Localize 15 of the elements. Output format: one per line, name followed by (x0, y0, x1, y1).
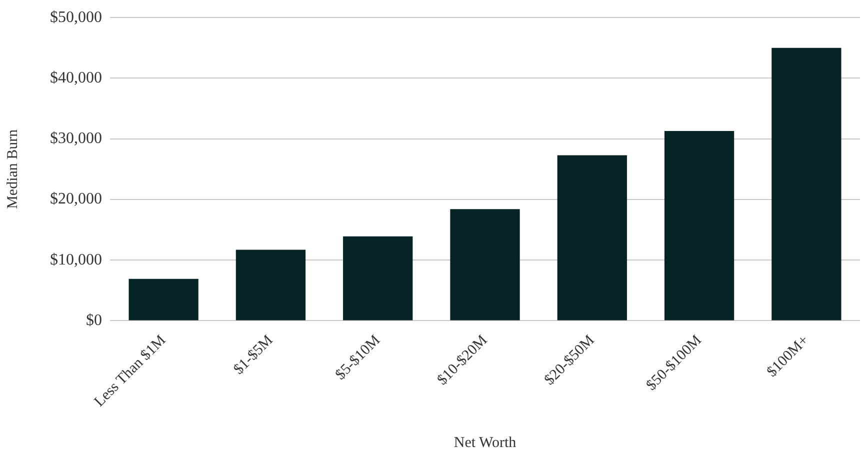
y-tick-label: $30,000 (50, 130, 102, 148)
bar (557, 155, 627, 320)
bar (236, 250, 306, 320)
bar (450, 209, 520, 320)
bar (664, 130, 734, 320)
bar (128, 278, 198, 320)
y-tick-label: $20,000 (50, 190, 102, 208)
bar (343, 236, 413, 320)
y-tick-label: $0 (86, 312, 102, 329)
y-tick-label: $10,000 (50, 251, 102, 268)
bar (772, 48, 842, 320)
y-tick-label: $50,000 (50, 8, 102, 26)
x-axis-title: Net Worth (454, 434, 517, 451)
y-tick-label: $40,000 (50, 69, 102, 86)
y-axis-title: Median Burn (4, 128, 21, 209)
